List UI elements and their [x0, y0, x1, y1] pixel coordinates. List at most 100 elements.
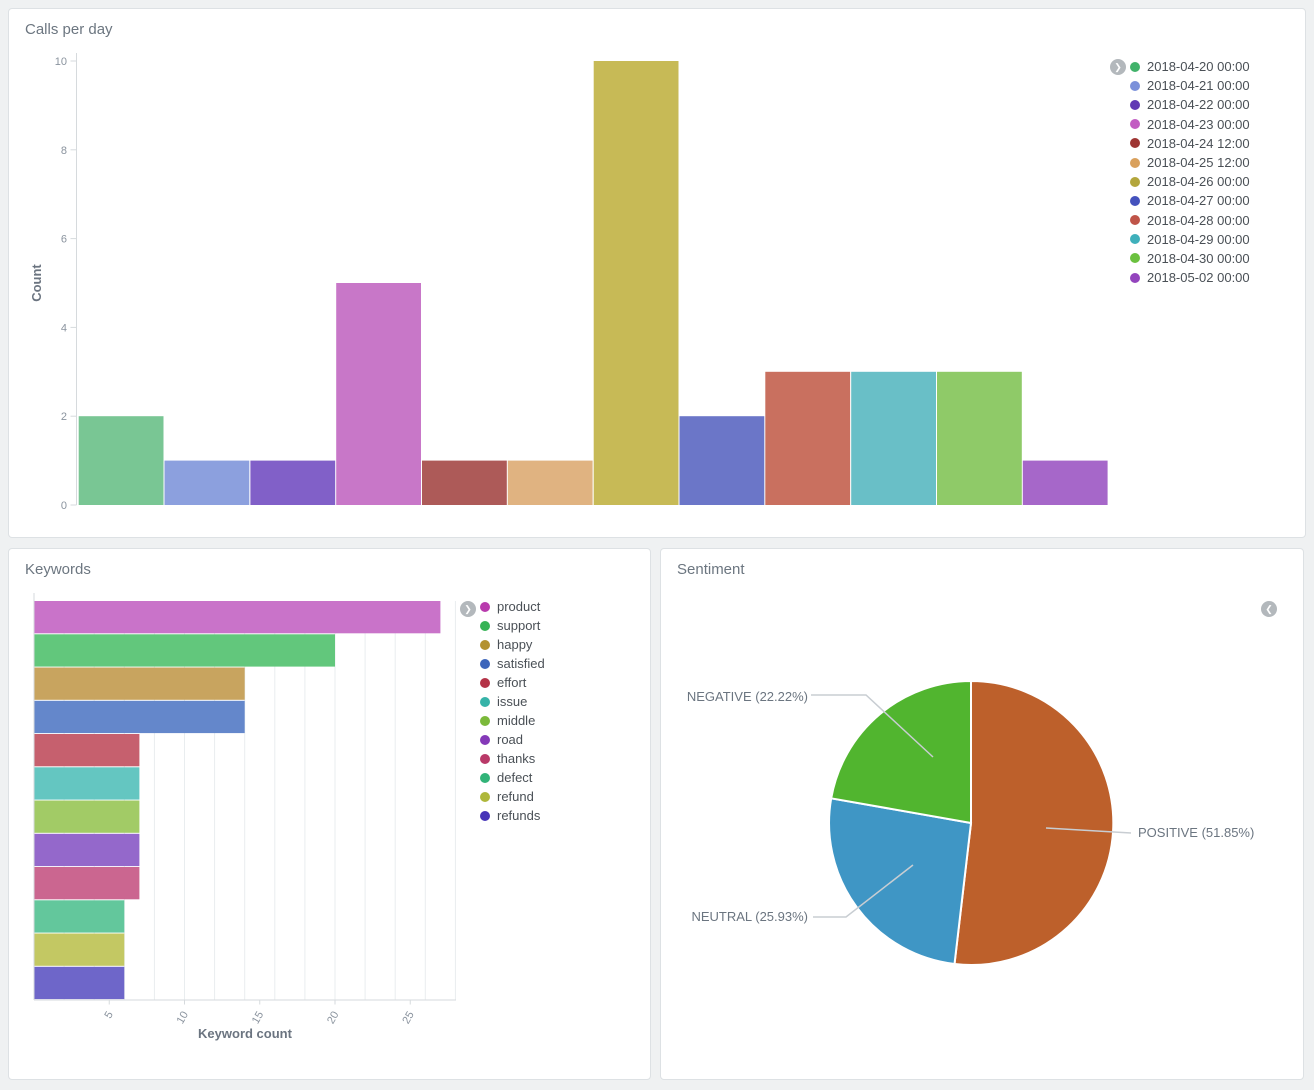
y-axis: 0 2 4 6 8 10 Count: [29, 53, 77, 512]
pie-label-leader-line: [811, 694, 934, 758]
bar-2018-04-30 00:00[interactable]: [937, 371, 1022, 505]
bar-effort[interactable]: [34, 734, 140, 767]
legend-color-dot-icon: [1130, 234, 1140, 245]
bar-support[interactable]: [34, 634, 336, 667]
calls-legend-item[interactable]: 2018-04-28 00:00: [1130, 211, 1250, 230]
chevron-left-icon: ❮: [1265, 604, 1273, 614]
y-axis-tick-label: 0: [61, 500, 67, 512]
legend-expand-button[interactable]: ❮: [1261, 601, 1277, 617]
bars: [78, 61, 1108, 505]
x-axis-tick-label: 20: [325, 1010, 342, 1027]
keywords-legend-item[interactable]: road: [480, 730, 545, 749]
bar-2018-04-23 00:00[interactable]: [336, 283, 421, 505]
keywords-legend-item[interactable]: thanks: [480, 749, 545, 768]
calls-legend-item[interactable]: 2018-04-29 00:00: [1130, 230, 1250, 249]
keywords-legend-item[interactable]: refund: [480, 787, 545, 806]
legend-color-dot-icon: [1130, 119, 1140, 130]
x-axis-tick-label: 10: [175, 1010, 192, 1027]
x-axis-title: Keyword count: [198, 1026, 293, 1041]
legend-color-dot-icon: [1130, 176, 1140, 187]
keywords-legend-item[interactable]: product: [480, 597, 545, 616]
legend-color-dot-icon: [480, 658, 490, 669]
calls-legend-item[interactable]: 2018-04-20 00:00: [1130, 57, 1250, 76]
bar-2018-04-21 00:00[interactable]: [164, 460, 250, 505]
panel-title-keywords: Keywords: [25, 561, 91, 578]
pie-labels: POSITIVE (51.85%) NEUTRAL (25.93%) NEGATIV…: [687, 689, 1254, 924]
bar-2018-04-28 00:00[interactable]: [765, 371, 851, 505]
bar-defect[interactable]: [34, 900, 125, 933]
legend-color-dot-icon: [1130, 99, 1140, 110]
legend-item-label: product: [497, 599, 541, 614]
bar-road[interactable]: [34, 833, 140, 867]
legend-collapse-button[interactable]: ❯: [1110, 59, 1126, 75]
bar-refund[interactable]: [34, 933, 125, 966]
legend-color-dot-icon: [480, 620, 490, 631]
bar-issue[interactable]: [34, 767, 140, 800]
bar-2018-04-22 00:00[interactable]: [250, 460, 336, 505]
bar-middle[interactable]: [34, 800, 140, 833]
legend-item-label: refund: [497, 789, 534, 804]
legend-item-label: 2018-04-30 00:00: [1147, 250, 1250, 266]
pie-slice-label-neutral: NEUTRAL (25.93%): [691, 909, 808, 924]
legend-color-dot-icon: [480, 810, 490, 821]
bar-2018-04-27 00:00[interactable]: [679, 416, 765, 505]
calls-legend-item[interactable]: 2018-04-21 00:00: [1130, 76, 1250, 95]
panel-title-sentiment: Sentiment: [677, 561, 745, 578]
bar-2018-04-29 00:00[interactable]: [851, 371, 936, 505]
keywords-legend: product support happy satisfied effort issue m…: [480, 597, 545, 825]
bar-2018-04-20 00:00[interactable]: [78, 416, 164, 505]
bar-happy[interactable]: [34, 667, 245, 700]
calls-legend-item[interactable]: 2018-04-27 00:00: [1130, 191, 1250, 210]
keywords-legend-item[interactable]: effort: [480, 673, 545, 692]
calls-legend-item[interactable]: 2018-04-30 00:00: [1130, 249, 1250, 268]
pie-slice-negative[interactable]: [830, 679, 972, 825]
panel-calls-per-day: Calls per day 0 2 4 6 8 10 Count ❯ 2018-04-20 …: [8, 8, 1306, 538]
calls-legend-item[interactable]: 2018-04-25 12:00: [1130, 153, 1250, 172]
keywords-legend-item[interactable]: support: [480, 616, 545, 635]
bar-satisfied[interactable]: [34, 700, 245, 734]
legend-item-label: support: [497, 618, 541, 633]
legend-color-dot-icon: [480, 791, 490, 802]
calls-legend-item[interactable]: 2018-04-26 00:00: [1130, 172, 1250, 191]
keywords-legend-item[interactable]: happy: [480, 635, 545, 654]
bar-refunds[interactable]: [34, 966, 125, 1000]
bar-2018-04-24 12:00[interactable]: [422, 460, 507, 505]
calls-legend-item[interactable]: 2018-04-22 00:00: [1130, 95, 1250, 114]
bar-2018-05-02 00:00[interactable]: [1022, 460, 1108, 505]
pie-slices: [828, 679, 1115, 966]
legend-item-label: 2018-05-02 00:00: [1147, 270, 1250, 286]
legend-item-label: 2018-04-28 00:00: [1147, 212, 1250, 228]
legend-item-label: road: [497, 732, 524, 747]
keywords-legend-item[interactable]: defect: [480, 768, 545, 787]
calls-legend-item[interactable]: 2018-05-02 00:00: [1130, 268, 1250, 287]
calls-legend-item[interactable]: 2018-04-24 12:00: [1130, 134, 1250, 153]
legend-item-label: effort: [497, 675, 527, 690]
keywords-legend-item[interactable]: refunds: [480, 806, 545, 825]
chevron-right-icon: ❯: [1114, 62, 1122, 72]
keywords-legend-item[interactable]: satisfied: [480, 654, 545, 673]
legend-item-label: middle: [497, 713, 536, 728]
keywords-legend-item[interactable]: issue: [480, 692, 545, 711]
pie-slice-positive[interactable]: [953, 679, 1115, 966]
bar-2018-04-25 12:00[interactable]: [507, 460, 593, 505]
legend-color-dot-icon: [1130, 138, 1140, 149]
panel-sentiment: Sentiment POSITIVE (51.85%) NEUTRAL (25.9…: [660, 548, 1304, 1080]
keywords-legend-item[interactable]: middle: [480, 711, 545, 730]
panel-keywords: Keywords 5 10 15 20 25 Keyword count ❯ produc…: [8, 548, 651, 1080]
legend-color-dot-icon: [1130, 157, 1140, 168]
bar-product[interactable]: [34, 601, 441, 634]
calls-legend-item[interactable]: 2018-04-23 00:00: [1130, 115, 1250, 134]
calls-legend: 2018-04-20 00:00 2018-04-21 00:00 2018-04-…: [1130, 57, 1250, 287]
legend-color-dot-icon: [1130, 215, 1140, 226]
legend-color-dot-icon: [1130, 195, 1140, 206]
y-axis-title: Count: [29, 264, 44, 302]
bar-thanks[interactable]: [34, 867, 140, 900]
legend-item-label: happy: [497, 637, 533, 652]
legend-color-dot-icon: [480, 601, 490, 612]
pie-slice-neutral[interactable]: [828, 797, 973, 966]
legend-item-label: 2018-04-26 00:00: [1147, 174, 1250, 190]
legend-item-label: 2018-04-25 12:00: [1147, 155, 1250, 171]
bar-2018-04-26 00:00[interactable]: [593, 61, 679, 505]
legend-collapse-button[interactable]: ❯: [460, 601, 476, 617]
y-axis-tick-label: 6: [61, 234, 67, 246]
